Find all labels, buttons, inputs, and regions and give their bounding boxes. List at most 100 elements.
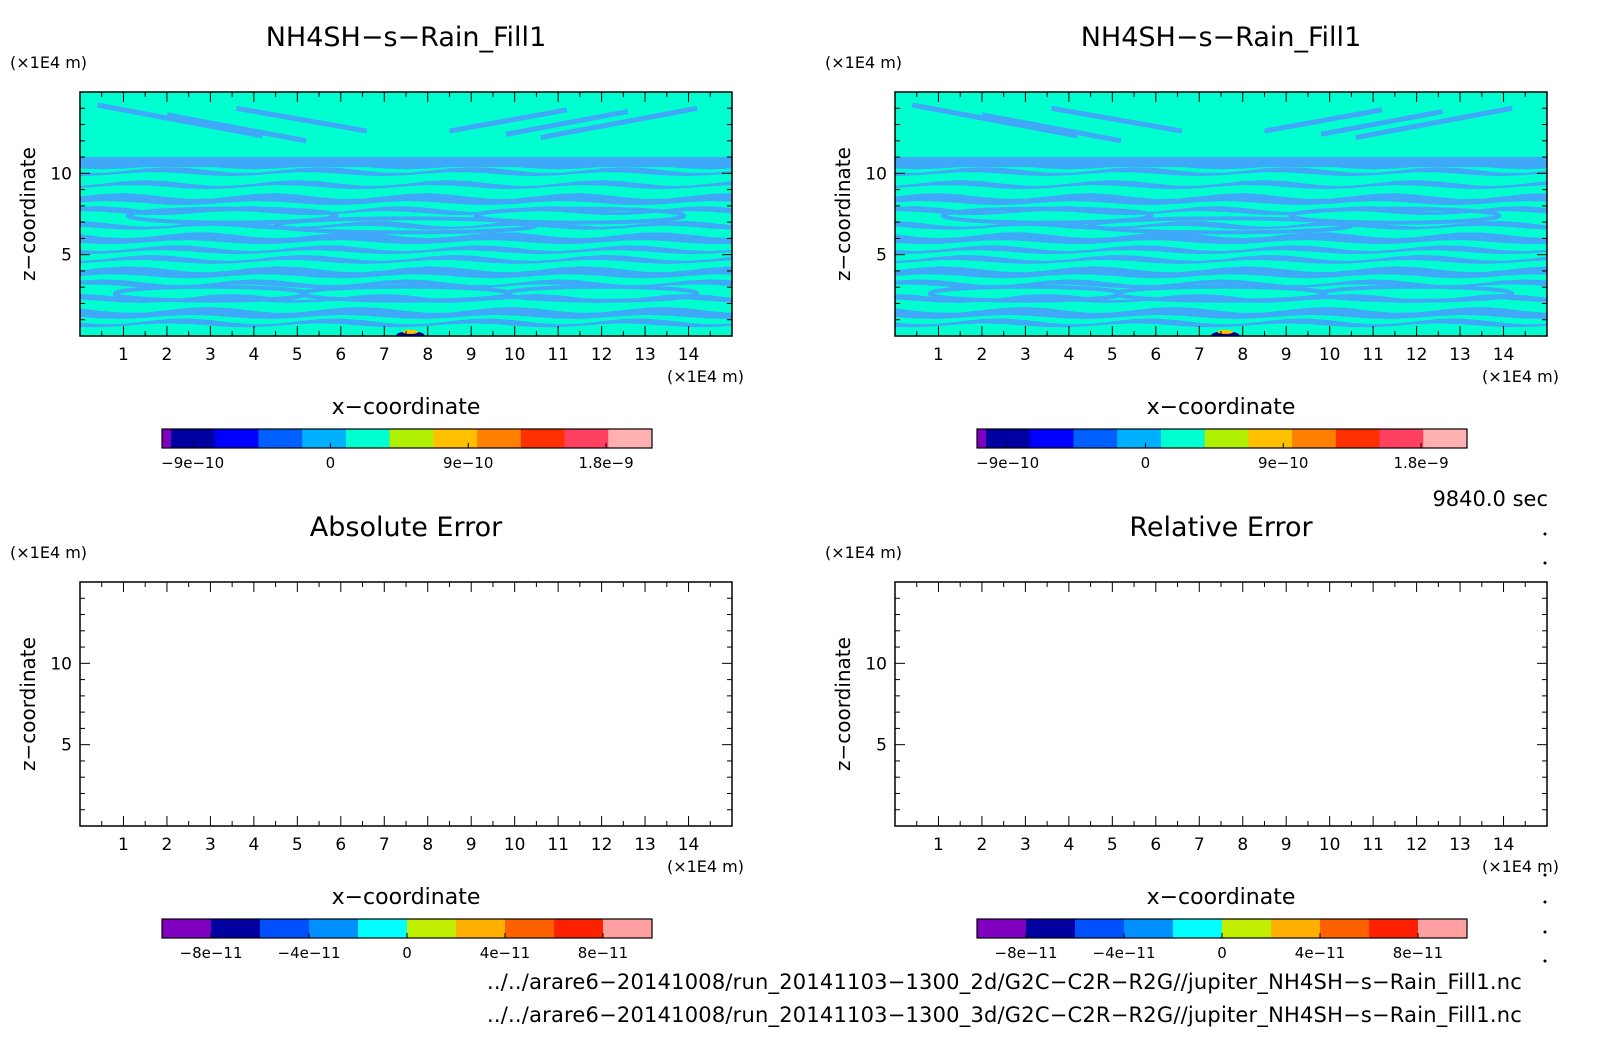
field-streak <box>96 102 264 139</box>
y-axis-title: z−coordinate <box>16 637 40 771</box>
x-tick-label: 5 <box>1107 835 1118 855</box>
x-tick-label: 12 <box>1406 345 1428 365</box>
x-tick-label: 8 <box>422 345 433 365</box>
colorbar-segment <box>564 429 609 448</box>
field-band <box>80 167 732 177</box>
x-tick-label: 4 <box>1063 345 1074 365</box>
field-band-top <box>895 157 1547 168</box>
x-tick-label: 13 <box>1449 345 1471 365</box>
x-tick-label: 4 <box>1063 835 1074 855</box>
field-lens <box>1088 216 1354 235</box>
field-band <box>80 306 732 319</box>
x-tick-label: 6 <box>1150 345 1161 365</box>
field-streak <box>911 102 1079 139</box>
x-tick-label: 11 <box>547 345 569 365</box>
colorbar-segment <box>1204 429 1249 448</box>
x-tick-label: 11 <box>547 835 569 855</box>
panel-title: Absolute Error <box>310 512 503 543</box>
x-axis-title: x−coordinate <box>1147 885 1296 910</box>
panel-title: NH4SH−s−Rain_Fill1 <box>1081 22 1362 53</box>
margin-dot <box>1543 873 1547 877</box>
x-tick-label: 12 <box>591 835 613 855</box>
colorbar-segment <box>554 919 604 938</box>
y-axis-title: z−coordinate <box>831 637 855 771</box>
colorbar-segment <box>214 429 259 448</box>
colorbar-segment <box>477 429 522 448</box>
field-lens <box>273 216 539 235</box>
y-unit-label: (×1E4 m) <box>10 53 87 72</box>
colorbar-segment <box>1075 919 1125 938</box>
colorbar-tick-label: 1.8e−9 <box>1393 454 1448 472</box>
colorbar-segment <box>162 429 171 448</box>
colorbar-tick-label: 0 <box>1217 944 1227 962</box>
field-feature-core <box>402 329 419 334</box>
colorbar-tick-label: 0 <box>326 454 336 472</box>
field-band <box>80 318 732 328</box>
y-axis-title: z−coordinate <box>16 147 40 281</box>
field-band <box>80 266 732 279</box>
colorbar-segment <box>1369 919 1419 938</box>
x-tick-label: 2 <box>162 345 173 365</box>
x-tick-label: 7 <box>1194 835 1205 855</box>
x-axis-title: x−coordinate <box>332 395 481 420</box>
margin-dot <box>1543 532 1547 536</box>
x-tick-label: 9 <box>1281 345 1292 365</box>
x-tick-label: 10 <box>504 345 526 365</box>
x-unit-label: (×1E4 m) <box>1482 367 1559 386</box>
x-tick-label: 11 <box>1362 345 1384 365</box>
x-tick-label: 1 <box>118 835 129 855</box>
plot-frame <box>79 581 733 827</box>
x-tick-label: 6 <box>335 835 346 855</box>
colorbar-segment <box>389 429 434 448</box>
field-streak <box>1355 105 1513 141</box>
field-streak <box>1264 107 1383 134</box>
field-streak <box>236 105 368 134</box>
field-band <box>80 245 732 255</box>
colorbar-tick-label: 9e−10 <box>1258 454 1308 472</box>
field-band <box>895 255 1547 264</box>
field-streak <box>505 109 629 137</box>
y-tick-label: 5 <box>61 246 72 266</box>
panel-title: NH4SH−s−Rain_Fill1 <box>266 22 547 53</box>
y-tick-label: 10 <box>50 654 72 674</box>
x-tick-label: 4 <box>248 345 259 365</box>
colorbar-segment <box>608 429 653 448</box>
x-tick-label: 3 <box>205 345 216 365</box>
x-axis-title: x−coordinate <box>332 885 481 910</box>
x-tick-label: 13 <box>1449 835 1471 855</box>
y-tick-label: 5 <box>61 736 72 756</box>
x-tick-label: 12 <box>1406 835 1428 855</box>
colorbar-segment <box>1173 919 1223 938</box>
y-tick-label: 10 <box>865 164 887 184</box>
colorbar-tick-label: −8e−11 <box>180 944 243 962</box>
x-tick-label: 2 <box>977 345 988 365</box>
field-lens <box>1318 284 1515 303</box>
colorbar-segment <box>1073 429 1118 448</box>
field-band <box>895 318 1547 328</box>
colorbar-segment <box>345 429 391 448</box>
colorbar-segment <box>1117 429 1162 448</box>
colorbar-segment <box>520 429 566 448</box>
field-band <box>80 232 732 245</box>
x-tick-label: 7 <box>1194 345 1205 365</box>
colorbar-segment <box>1124 919 1174 938</box>
margin-dot <box>1543 959 1547 963</box>
field-lens <box>299 284 513 303</box>
x-tick-label: 5 <box>1107 345 1118 365</box>
colorbar-tick-label: 8e−11 <box>578 944 628 962</box>
colorbar-segment <box>505 919 555 938</box>
colorbar-segment <box>977 429 986 448</box>
field-streak <box>1320 109 1444 137</box>
field-band <box>895 180 1547 190</box>
x-tick-label: 13 <box>634 345 656 365</box>
colorbar-segment <box>358 919 408 938</box>
field-lens <box>473 206 687 225</box>
x-tick-label: 1 <box>118 345 129 365</box>
x-tick-label: 13 <box>634 835 656 855</box>
x-tick-label: 8 <box>1237 345 1248 365</box>
field-band <box>895 245 1547 255</box>
field-streak <box>1051 105 1183 134</box>
x-tick-label: 7 <box>379 345 390 365</box>
colorbar-segment <box>977 919 1027 938</box>
x-tick-label: 1 <box>933 345 944 365</box>
